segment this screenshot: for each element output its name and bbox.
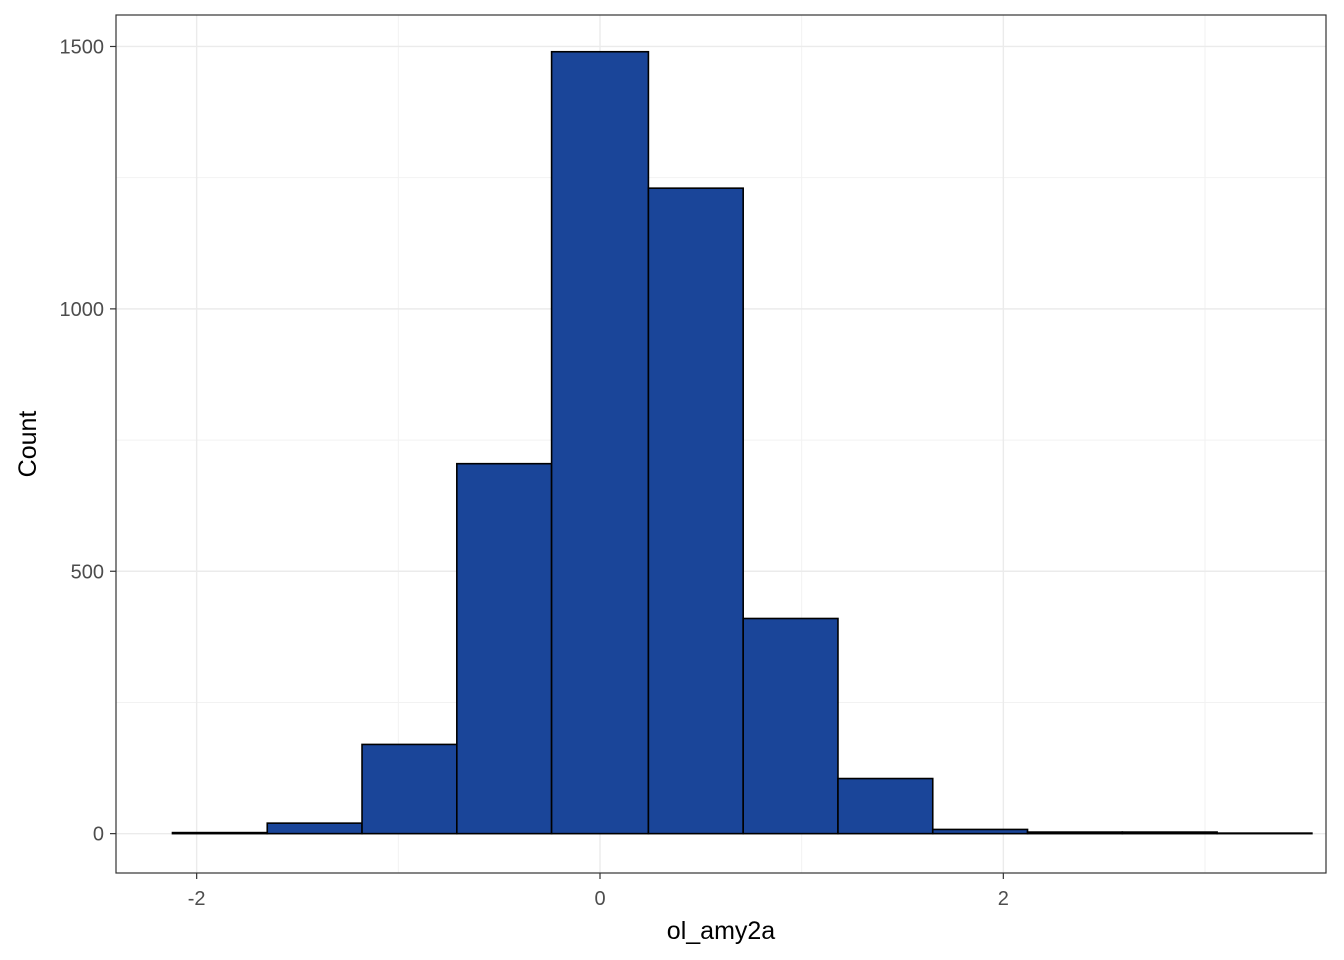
histogram-bar — [931, 828, 1029, 835]
x-tick-label: 0 — [594, 888, 605, 910]
x-tick-label: 2 — [998, 888, 1009, 910]
histogram-bar — [1216, 832, 1313, 835]
histogram-bars — [171, 50, 1313, 835]
y-tick-label: 1500 — [60, 36, 105, 58]
histogram-bar — [837, 777, 934, 835]
y-axis-ticks: 0 500 1000 1500 — [60, 36, 116, 846]
histogram-bar — [456, 462, 553, 835]
histogram-bar — [647, 187, 744, 835]
histogram-bar — [742, 617, 839, 835]
x-tick-label: -2 — [188, 888, 206, 910]
histogram-bar — [171, 831, 269, 835]
y-tick-label: 0 — [93, 824, 104, 846]
histogram-bar — [1026, 831, 1124, 835]
x-axis-title: ol_amy2a — [667, 917, 775, 945]
y-tick-label: 500 — [71, 561, 104, 583]
x-axis-ticks: -2 0 2 — [188, 873, 1009, 910]
histogram-bar — [361, 743, 458, 835]
y-tick-label: 1000 — [60, 299, 105, 321]
histogram-bar — [550, 50, 650, 835]
histogram-bar — [266, 822, 363, 835]
y-axis-title: Count — [14, 411, 42, 478]
histogram-bar — [1121, 831, 1218, 835]
plot-border — [115, 14, 1327, 874]
